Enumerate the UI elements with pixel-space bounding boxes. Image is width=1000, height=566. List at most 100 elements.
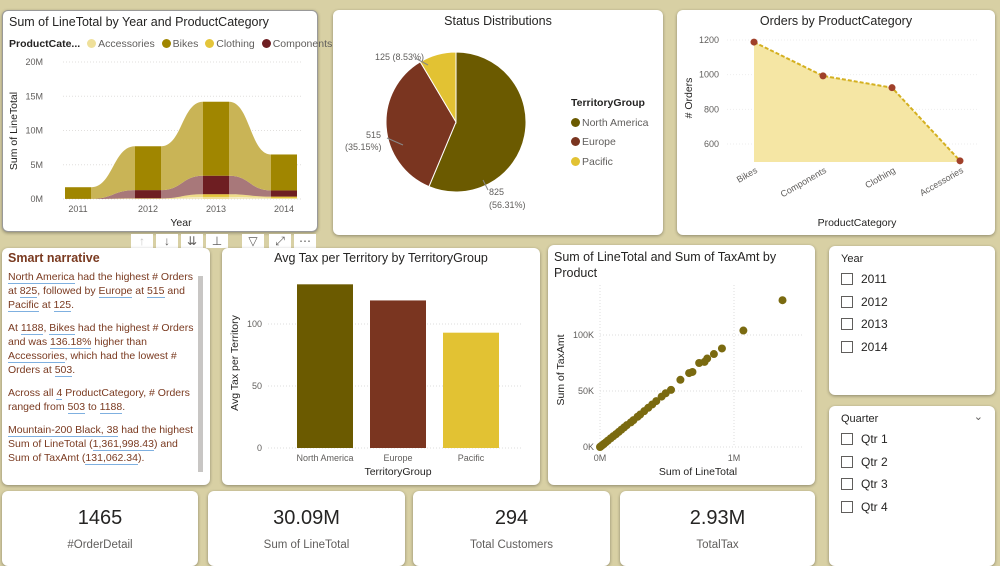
x-tick-label: Pacific — [458, 453, 485, 463]
checkbox[interactable] — [841, 456, 853, 468]
slicer-item-qtr-2[interactable]: Qtr 2 — [841, 451, 888, 474]
scatter-point — [695, 359, 703, 367]
narrative-paragraph: At 1188, Bikes had the highest # Orders … — [8, 321, 196, 377]
narrative-text-segment: At — [8, 322, 21, 334]
kpi-card[interactable]: 1465 #OrderDetail — [2, 491, 198, 566]
scatter-point — [718, 344, 726, 352]
slicer-item-2012[interactable]: 2012 — [841, 291, 888, 314]
y-tick-label: 20M — [25, 57, 43, 67]
pie-chart-card[interactable]: Status Distributions 825(56.31%)515(35.1… — [333, 10, 663, 235]
smart-narrative-card[interactable]: Smart narrative North America had the hi… — [2, 248, 210, 485]
bar-components-2013 — [203, 176, 229, 194]
data-label: (56.31%) — [489, 200, 526, 210]
legend-pacific[interactable]: Pacific — [571, 156, 613, 168]
area-fill — [754, 42, 960, 162]
narrative-text-segment: . — [122, 401, 125, 413]
x-tick-label: 2013 — [206, 204, 226, 214]
scatter-point — [596, 443, 604, 451]
bar-bikes-2013 — [203, 102, 229, 176]
narrative-paragraph: Mountain-200 Black, 38 had the highest S… — [8, 423, 196, 465]
kpi-label: #OrderDetail — [2, 539, 198, 551]
x-tick-label: Europe — [383, 453, 412, 463]
data-point-components — [820, 72, 827, 79]
narrative-value-link[interactable]: Europe — [99, 285, 133, 298]
kpi-value: 2.93M — [620, 507, 815, 530]
narrative-value-link[interactable]: 515 — [147, 285, 165, 298]
x-axis-title: ProductCategory — [818, 217, 898, 229]
x-tick-label: 0M — [594, 453, 607, 463]
checkbox[interactable] — [841, 478, 853, 490]
scatter-chart-card[interactable]: Sum of LineTotal and Sum of TaxAmt by Pr… — [548, 245, 815, 485]
x-tick-label: 1M — [728, 453, 741, 463]
ribbon-chart-card[interactable]: Sum of LineTotal by Year and ProductCate… — [2, 10, 318, 232]
slicer-item-label: Qtr 1 — [861, 432, 888, 446]
slicer-item-2013[interactable]: 2013 — [841, 313, 888, 336]
narrative-value-link[interactable]: 1188 — [21, 322, 44, 335]
narrative-value-link[interactable]: Pacific — [8, 299, 39, 312]
kpi-value: 30.09M — [208, 507, 405, 530]
bar-north-america — [297, 284, 353, 448]
arrow-down-icon[interactable]: ↓ — [156, 234, 178, 248]
narrative-value-link[interactable]: Mountain-200 Black, 38 — [8, 424, 118, 437]
y-tick-label: 800 — [704, 104, 719, 114]
checkbox[interactable] — [841, 501, 853, 513]
checkbox[interactable] — [841, 296, 853, 308]
x-tick-label: Bikes — [735, 165, 759, 185]
slicer-item-2014[interactable]: 2014 — [841, 336, 888, 359]
double-arrow-down-icon[interactable]: ⇊ — [181, 234, 203, 248]
slicer-item-qtr-3[interactable]: Qtr 3 — [841, 473, 888, 496]
narrative-text: North America had the highest # Orders a… — [8, 270, 196, 474]
narrative-value-link[interactable]: 1188 — [100, 401, 123, 414]
bar-europe — [370, 300, 426, 448]
narrative-text-segment: ). — [138, 452, 144, 464]
narrative-value-link[interactable]: 1,361,998.43 — [93, 438, 154, 451]
x-tick-label: 2012 — [138, 204, 158, 214]
bar-chart-card[interactable]: Avg Tax per Territory by TerritoryGroup … — [222, 248, 540, 485]
legend-europe[interactable]: Europe — [571, 136, 616, 148]
slicer-item-qtr-4[interactable]: Qtr 4 — [841, 496, 888, 519]
bar-components-2012 — [135, 190, 161, 198]
scrollbar[interactable] — [198, 276, 203, 472]
narrative-value-link[interactable]: 503 — [55, 364, 73, 377]
narrative-value-link[interactable]: Accessories — [8, 350, 65, 363]
y-tick-label: 100 — [247, 319, 262, 329]
narrative-value-link[interactable]: 136.18% — [50, 336, 91, 349]
checkbox[interactable] — [841, 318, 853, 330]
expand-hierarchy-icon[interactable]: ⊥ — [206, 234, 228, 248]
y-tick-label: 5M — [30, 160, 43, 170]
checkbox[interactable] — [841, 273, 853, 285]
legend-north-america[interactable]: North America — [571, 117, 649, 129]
narrative-value-link[interactable]: 131,062.34 — [85, 452, 138, 465]
narrative-value-link[interactable]: North America — [8, 271, 75, 284]
checkbox[interactable] — [841, 433, 853, 445]
narrative-text-segment: . — [71, 299, 74, 311]
narrative-value-link[interactable]: 825 — [20, 285, 38, 298]
kpi-label: Total Customers — [413, 539, 610, 551]
narrative-value-link[interactable]: Bikes — [49, 322, 75, 335]
filter-icon[interactable]: ▽ — [242, 234, 264, 248]
chevron-down-icon[interactable]: ⌄ — [974, 410, 983, 423]
more-options-icon[interactable]: ⋯ — [294, 234, 316, 248]
legend-title: TerritoryGroup — [571, 97, 645, 109]
checkbox[interactable] — [841, 341, 853, 353]
narrative-value-link[interactable]: 503 — [68, 401, 86, 414]
narrative-text-segment: and — [165, 285, 185, 297]
narrative-text-segment: , followed by — [37, 285, 98, 297]
slicer-item-2011[interactable]: 2011 — [841, 268, 888, 291]
narrative-text-segment: higher than — [91, 336, 146, 348]
focus-mode-icon[interactable]: ⤢ — [269, 234, 291, 248]
arrow-up-icon[interactable]: ↑ — [131, 234, 153, 248]
narrative-value-link[interactable]: 125 — [54, 299, 72, 312]
slicer-item-qtr-1[interactable]: Qtr 1 — [841, 428, 888, 451]
kpi-value: 1465 — [2, 507, 198, 530]
